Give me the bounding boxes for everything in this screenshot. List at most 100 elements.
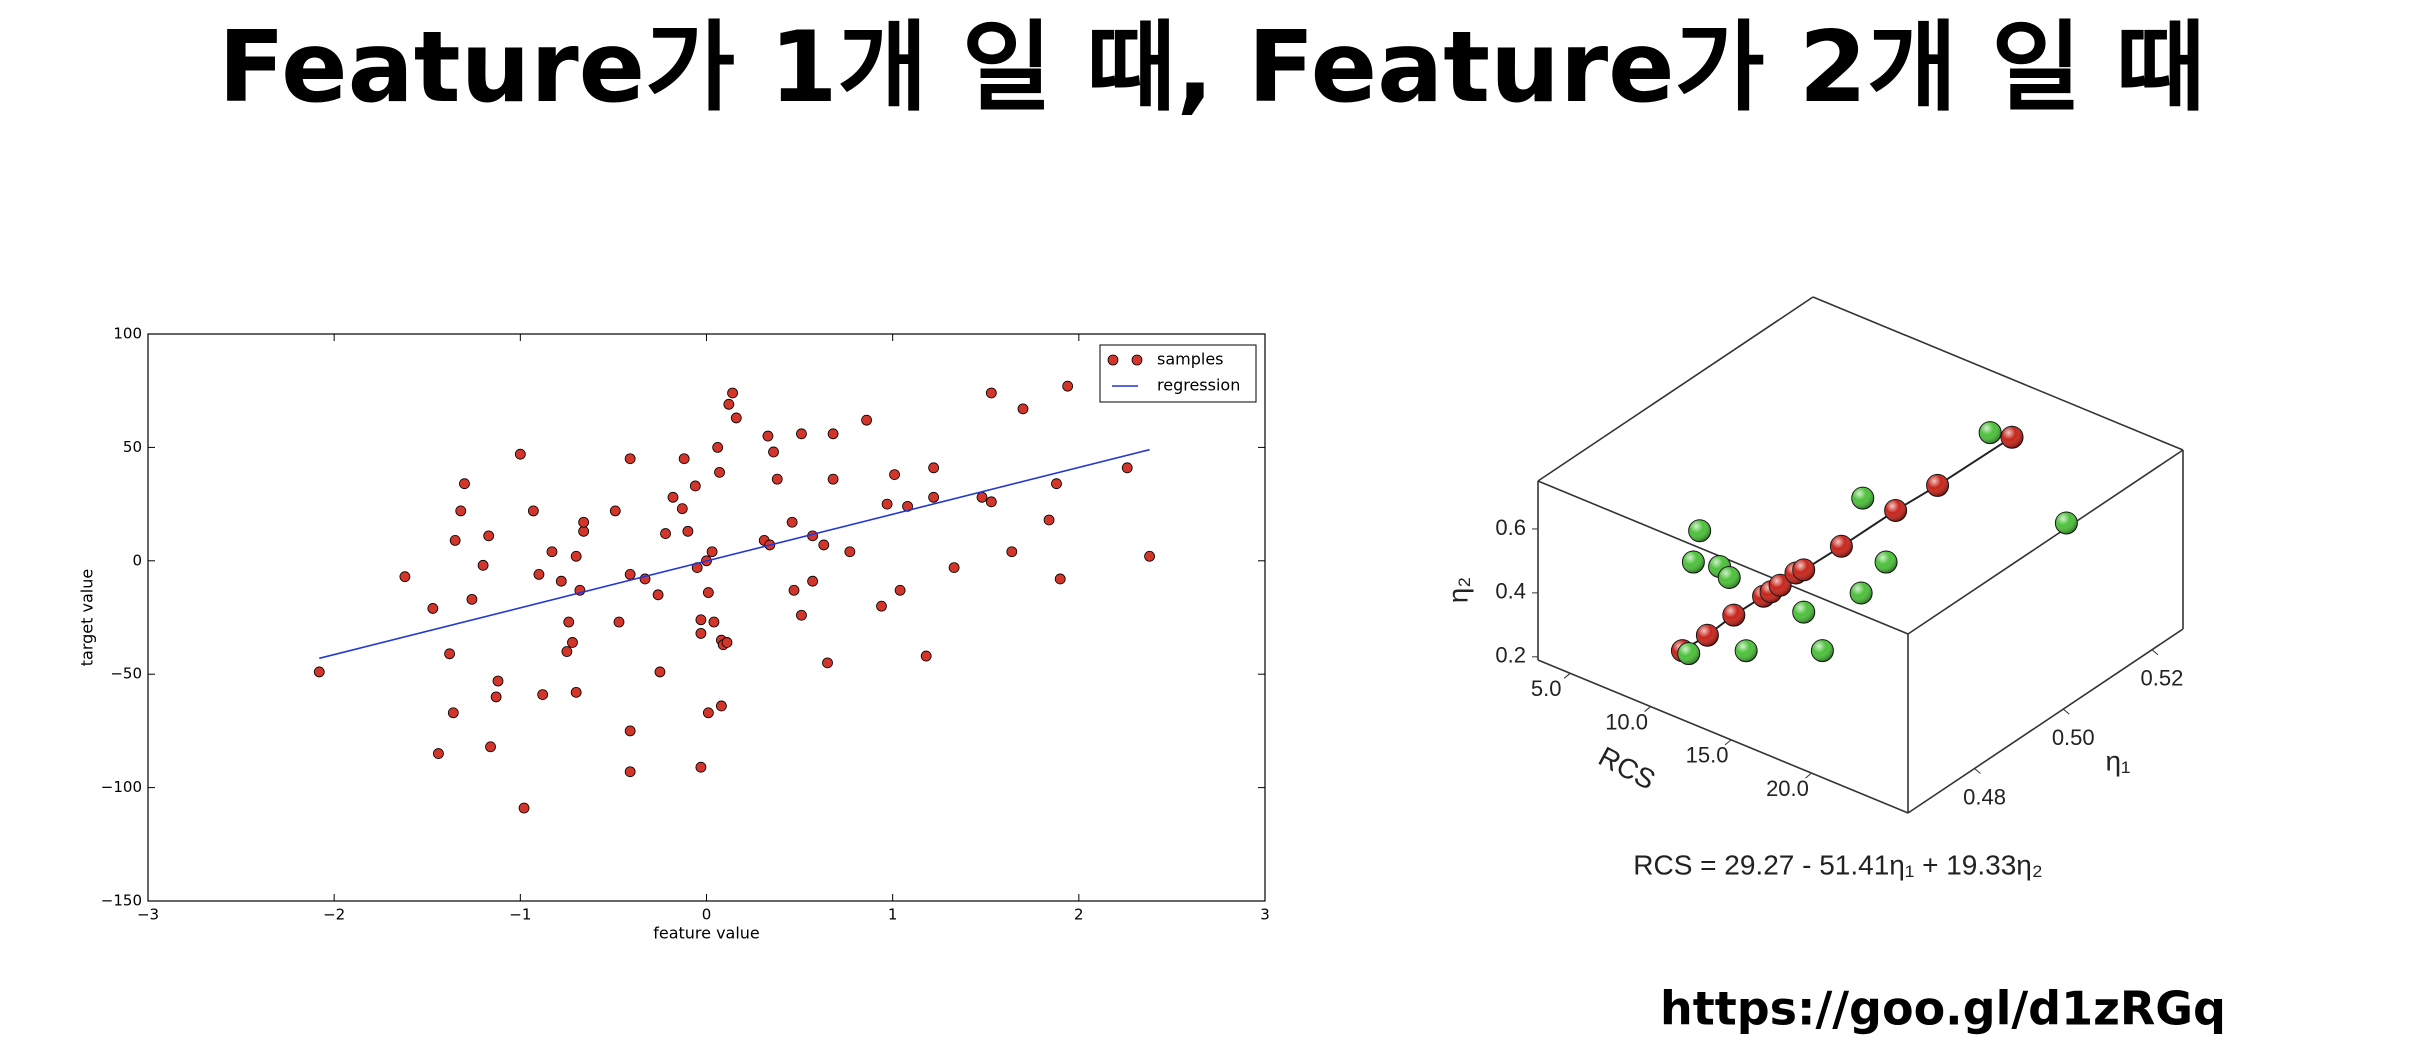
sample-point (485, 741, 496, 753)
sample-point (708, 616, 720, 628)
sample-point (567, 637, 578, 648)
sphere-shade (1830, 535, 1853, 558)
point-3d (1717, 566, 1741, 590)
sample-point (678, 453, 690, 465)
sample-point (702, 587, 714, 598)
x-axis-label: feature value (653, 924, 760, 943)
sample-point (455, 505, 467, 517)
sphere-shade (2055, 511, 2078, 534)
sample-point (570, 550, 582, 562)
regression-line (319, 448, 1150, 660)
point-3d (1874, 550, 1898, 574)
y-tick-label: −100 (101, 778, 142, 796)
sample-point (654, 666, 666, 678)
point-3d (1677, 642, 1701, 666)
point-3d (1978, 421, 2002, 445)
sample-point (715, 700, 727, 712)
sample-point (695, 627, 707, 639)
legend-box (1099, 344, 1257, 403)
x-tick-label: 15.0 (1686, 743, 1729, 768)
box-edge (1907, 628, 2184, 814)
sample-point (702, 707, 714, 719)
sample-point (667, 491, 679, 503)
sample-point (537, 689, 549, 701)
sample-point (920, 650, 932, 662)
sample-point (609, 505, 621, 517)
y-tick-label: 0.52 (2141, 666, 2184, 691)
sample-point (477, 559, 489, 571)
sample-point (624, 453, 636, 465)
sample-point (1006, 546, 1018, 558)
point-3d (1851, 486, 1875, 510)
y-tick-label: 50 (123, 438, 142, 456)
sample-point (563, 616, 575, 628)
x-tick-label: 20.0 (1766, 776, 1809, 801)
sample-point (1121, 462, 1133, 474)
slide-title: Feature가 1개 일 때, Feature가 2개 일 때 (218, 11, 2206, 125)
point-3d (1722, 603, 1746, 627)
x-tick-label: 2 (1074, 906, 1084, 924)
sample-point (399, 571, 411, 583)
sphere-shade (1979, 421, 2002, 444)
x-tick-label: −2 (323, 906, 345, 924)
x-tick (1805, 772, 1812, 779)
x-tick-label: 10.0 (1605, 709, 1648, 734)
sample-point (762, 430, 774, 442)
sample-point (844, 546, 856, 558)
sample-point (682, 525, 694, 537)
point-3d (1810, 639, 1834, 663)
sample-point (449, 534, 461, 546)
sphere-shade (1677, 642, 1700, 665)
legend-label: samples (1157, 350, 1224, 369)
y-tick-label: 0.50 (2052, 725, 2095, 750)
box-edge (1907, 449, 2184, 635)
sphere-shade (1718, 566, 1741, 589)
x-tick-label: 0 (702, 906, 712, 924)
sample-point (712, 441, 724, 453)
y-tick (1974, 768, 1981, 774)
sample-point (976, 491, 988, 503)
sample-point (1144, 550, 1155, 562)
sample-point (928, 462, 940, 474)
sample-point (788, 584, 800, 596)
point-3d (1792, 558, 1816, 582)
box-edge (1537, 296, 1814, 482)
z-axis-label: η₂ (1442, 577, 1473, 603)
sample-point (561, 646, 573, 657)
sample-point (533, 569, 545, 580)
sample-point (1017, 403, 1029, 415)
sample-point (689, 480, 701, 492)
point-3d (1688, 519, 1712, 543)
sphere-shade (1884, 499, 1907, 522)
sample-point (727, 387, 738, 399)
x-tick-label: 1 (888, 906, 898, 924)
sphere-shade (1792, 558, 1815, 581)
sample-point (652, 589, 664, 601)
sample-point (723, 398, 735, 410)
x-tick-label: −1 (509, 906, 531, 924)
sample-point (721, 637, 733, 648)
point-3d (1768, 573, 1792, 597)
sample-point (1051, 478, 1062, 490)
sample-point (1043, 514, 1055, 526)
point-3d (1829, 534, 1853, 558)
point-3d (2054, 511, 2078, 535)
equation: RCS = 29.27 - 51.41η₁ + 19.33η₂ (1633, 849, 2043, 880)
sphere-shade (1850, 582, 1873, 605)
y-tick-label: −150 (101, 892, 142, 910)
z-tick-label: 0.4 (1495, 579, 1526, 604)
sample-point (714, 466, 725, 478)
sample-point (660, 528, 671, 539)
point-3d (1884, 498, 1908, 522)
legend-marker (1107, 354, 1119, 366)
y-axis-label: η₁ (2105, 745, 2130, 776)
sample-point (807, 575, 819, 587)
sphere-shade (1688, 519, 1711, 542)
sample-point (889, 469, 900, 481)
box-edge (1537, 659, 1909, 814)
legend-label: regression (1157, 376, 1240, 395)
sample-point (624, 766, 636, 778)
sphere-shade (1792, 601, 1815, 624)
x-tick-label: −3 (137, 906, 159, 924)
sample-point (514, 448, 526, 460)
